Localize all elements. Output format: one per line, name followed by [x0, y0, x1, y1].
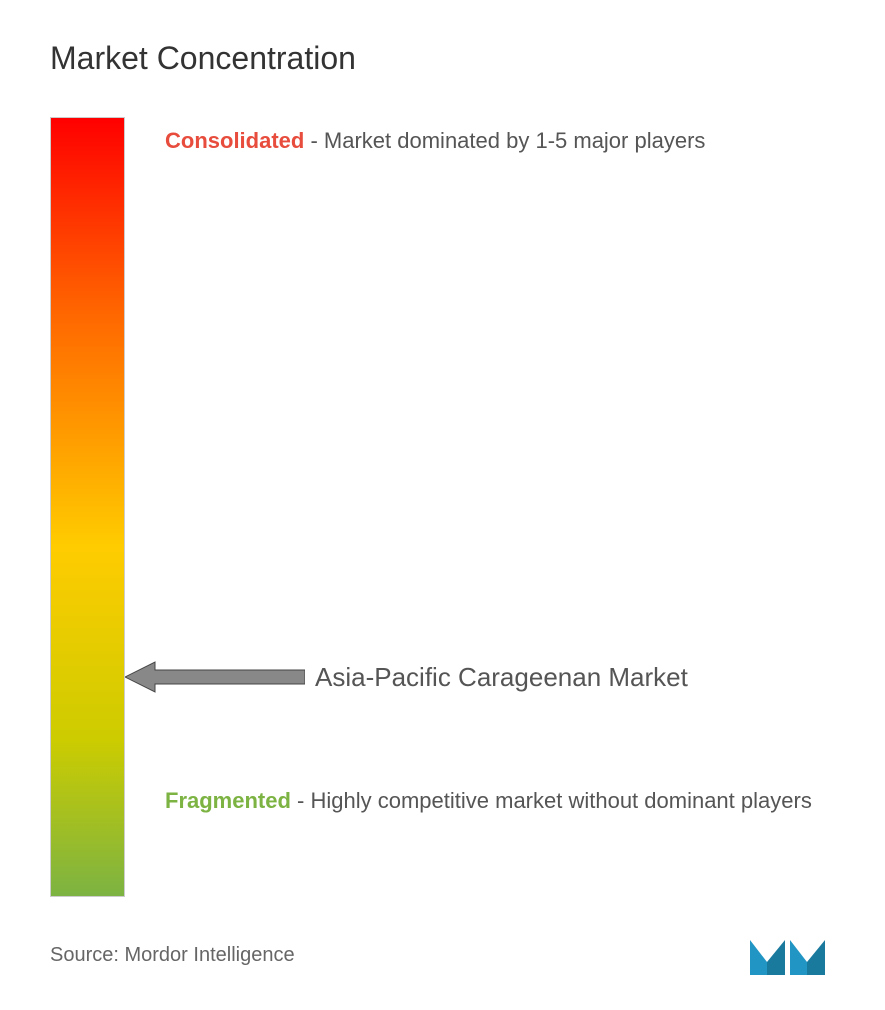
source-text: Source: Mordor Intelligence — [50, 944, 295, 967]
consolidated-label: Consolidated - Market dominated by 1-5 m… — [165, 117, 835, 165]
arrow-left-icon — [125, 657, 305, 697]
fragmented-description: - Highly competitive market without domi… — [297, 788, 812, 813]
fragmented-label: Fragmented - Highly competitive market w… — [165, 777, 835, 825]
consolidated-text: Consolidated - Market dominated by 1-5 m… — [165, 128, 705, 153]
consolidated-bold: Consolidated — [165, 128, 304, 153]
labels-container: Consolidated - Market dominated by 1-5 m… — [165, 117, 835, 897]
chart-title: Market Concentration — [50, 40, 835, 77]
fragmented-text: Fragmented - Highly competitive market w… — [165, 788, 812, 813]
footer: Source: Mordor Intelligence — [50, 930, 835, 980]
consolidated-description: - Market dominated by 1-5 major players — [310, 128, 705, 153]
fragmented-bold: Fragmented — [165, 788, 291, 813]
concentration-gradient-bar — [50, 117, 125, 897]
market-name: Asia-Pacific Carageenan Market — [315, 662, 688, 693]
chart-content: Consolidated - Market dominated by 1-5 m… — [50, 117, 835, 897]
mordor-logo-icon — [745, 930, 835, 980]
market-indicator: Asia-Pacific Carageenan Market — [125, 657, 835, 697]
